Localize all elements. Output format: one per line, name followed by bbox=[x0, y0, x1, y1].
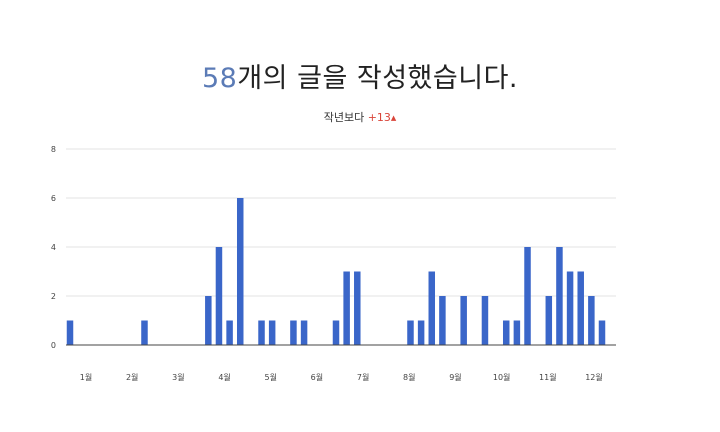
post-count-suffix: 개의 글을 작성했습니다. bbox=[237, 63, 518, 94]
bar-week-28 bbox=[354, 271, 361, 345]
bar-week-8 bbox=[141, 320, 148, 345]
bar-week-42 bbox=[502, 320, 510, 345]
bar-week-19 bbox=[258, 320, 265, 345]
bar-week-44 bbox=[524, 247, 531, 345]
bar-week-22 bbox=[290, 320, 297, 345]
bar-week-36 bbox=[439, 296, 446, 345]
bar-week-38 bbox=[460, 296, 467, 345]
post-count: 58 bbox=[201, 63, 238, 94]
bar-week-16 bbox=[226, 320, 233, 345]
x-tick-label: 12월 bbox=[585, 372, 603, 382]
bar-week-27 bbox=[343, 271, 350, 345]
x-tick-label: 4월 bbox=[218, 372, 230, 382]
x-tick-label: 11월 bbox=[539, 372, 557, 382]
bar-week-15 bbox=[215, 247, 223, 345]
bar-week-1 bbox=[66, 320, 74, 345]
bar-week-40 bbox=[481, 296, 489, 345]
bar-week-43 bbox=[513, 320, 521, 345]
bar-week-14 bbox=[205, 296, 212, 345]
x-tick-label: 3월 bbox=[172, 372, 184, 382]
page-title: 58개의 글을 작성했습니다. bbox=[0, 56, 720, 95]
bar-week-35 bbox=[428, 271, 436, 345]
bar-week-50 bbox=[588, 296, 595, 345]
bar-week-49 bbox=[577, 271, 584, 345]
year-comparison: 작년보다 +13▲ bbox=[0, 109, 720, 125]
x-tick-label: 2월 bbox=[126, 372, 138, 382]
bar-week-26 bbox=[332, 320, 340, 345]
y-tick-label: 4 bbox=[51, 243, 56, 252]
y-tick-label: 6 bbox=[51, 194, 56, 203]
x-tick-label: 10월 bbox=[493, 372, 511, 382]
x-tick-label: 7월 bbox=[357, 372, 369, 382]
bar-week-47 bbox=[556, 247, 563, 345]
y-tick-label: 8 bbox=[51, 145, 56, 154]
comparison-label: 작년보다 bbox=[323, 111, 365, 124]
bar-week-34 bbox=[417, 320, 425, 345]
y-tick-label: 2 bbox=[51, 292, 56, 301]
y-tick-label: 0 bbox=[51, 341, 56, 350]
bar-week-46 bbox=[545, 296, 553, 345]
x-tick-label: 8월 bbox=[403, 372, 415, 382]
x-tick-label: 6월 bbox=[311, 372, 323, 382]
bar-week-20 bbox=[268, 320, 276, 345]
x-tick-label: 5월 bbox=[265, 372, 277, 382]
bar-week-17 bbox=[236, 198, 244, 345]
x-tick-label: 9월 bbox=[449, 372, 461, 382]
bar-week-23 bbox=[300, 320, 308, 345]
bar-week-48 bbox=[566, 271, 574, 345]
bar-week-51 bbox=[598, 320, 606, 345]
comparison-delta: +13 bbox=[367, 111, 391, 124]
x-tick-label: 1월 bbox=[80, 372, 92, 382]
up-arrow-icon: ▲ bbox=[390, 114, 397, 122]
bar-week-33 bbox=[407, 320, 414, 345]
